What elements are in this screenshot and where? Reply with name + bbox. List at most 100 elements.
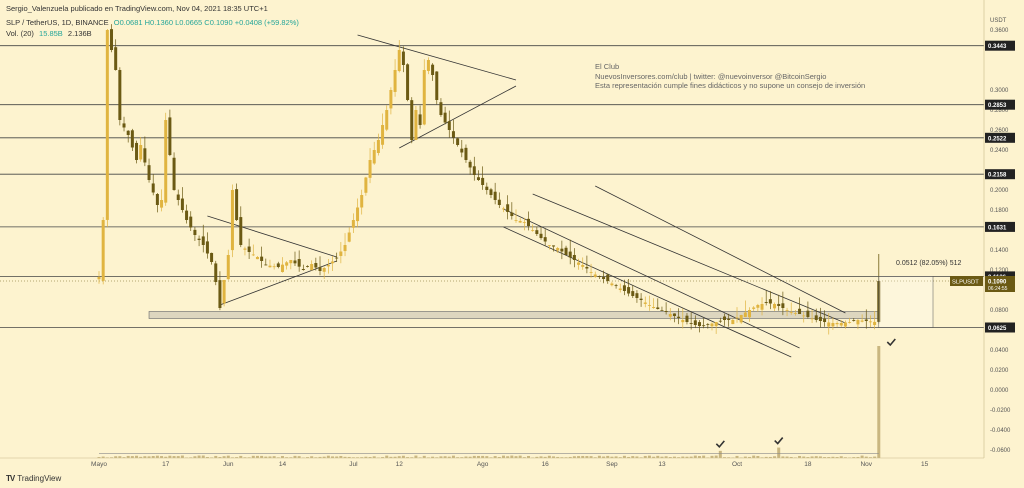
volume-label[interactable]: Vol. (20) bbox=[6, 29, 34, 38]
trendline bbox=[207, 215, 337, 258]
volume-bar bbox=[130, 456, 134, 458]
candle-body bbox=[293, 260, 297, 264]
candle-body bbox=[643, 302, 647, 304]
candle-body bbox=[122, 123, 126, 128]
level-badge-label: 0.0625 bbox=[988, 326, 1007, 332]
candle-body bbox=[735, 317, 739, 319]
volume-bar bbox=[689, 456, 693, 458]
candle-body bbox=[397, 50, 401, 72]
candle-body bbox=[618, 288, 622, 290]
volume-bar bbox=[276, 457, 280, 458]
candle-body bbox=[318, 267, 322, 271]
volume-bar bbox=[647, 455, 651, 458]
candle-body bbox=[789, 312, 793, 313]
volume-bar bbox=[614, 456, 618, 458]
currency-label: USDT bbox=[990, 18, 1007, 24]
volume-bar bbox=[331, 456, 335, 458]
symbol-name[interactable]: SLP / TetherUS, 1D, BINANCE bbox=[6, 18, 109, 27]
x-tick-label: 13 bbox=[658, 461, 666, 468]
measure-label: 0.0512 (82.05%) 512 bbox=[896, 260, 961, 267]
volume-bar bbox=[831, 456, 835, 458]
volume-bar bbox=[447, 456, 451, 458]
volume-bar bbox=[385, 455, 389, 458]
volume-bar bbox=[372, 456, 376, 458]
trendline bbox=[357, 34, 517, 81]
annotation-links: NuevosInversores.com/club | twitter: @nu… bbox=[595, 72, 827, 81]
time-axis: Mayo 17 Jun 14 Jul 12 Ago 16 Sep 13 Oct 18 Nov 15 bbox=[0, 457, 984, 468]
volume-bar bbox=[443, 456, 447, 458]
candle-body bbox=[322, 268, 326, 272]
volume-bar bbox=[543, 456, 547, 458]
y-tick-label: 0.0400 bbox=[990, 348, 1009, 354]
x-tick-label: Jul bbox=[349, 461, 358, 468]
candle-body bbox=[268, 265, 272, 268]
candle-body bbox=[660, 310, 664, 311]
candle-body bbox=[447, 121, 451, 130]
volume-bar bbox=[827, 457, 831, 458]
checkmark-icon bbox=[886, 338, 896, 347]
ohlc-values: O0.0681 H0.1360 L0.0665 C0.1090 +0.0408 … bbox=[113, 18, 299, 27]
candle-body bbox=[389, 90, 393, 109]
candle-body bbox=[197, 238, 201, 240]
candle-body bbox=[326, 265, 330, 267]
candle-body bbox=[426, 60, 430, 71]
trendline bbox=[503, 208, 800, 349]
volume-bar bbox=[581, 455, 585, 458]
tradingview-brand[interactable]: TV TradingView bbox=[6, 474, 61, 483]
candle-body bbox=[297, 259, 301, 267]
candle-body bbox=[485, 186, 489, 190]
volume-bar bbox=[476, 455, 480, 458]
volume-bar bbox=[339, 455, 343, 458]
volume-bar bbox=[735, 455, 739, 458]
candle-body bbox=[581, 265, 585, 267]
candle-body bbox=[547, 245, 551, 246]
candle-body bbox=[105, 30, 109, 220]
volume-bar bbox=[201, 455, 205, 458]
volume-bar bbox=[693, 455, 697, 458]
candle-body bbox=[385, 110, 389, 130]
candle-body bbox=[331, 261, 335, 264]
volume-bar bbox=[431, 456, 435, 458]
x-tick-label: Ago bbox=[477, 461, 489, 468]
candle-body bbox=[760, 304, 764, 310]
volume-bar bbox=[97, 457, 101, 458]
volume-bar bbox=[672, 456, 676, 458]
volume-bar bbox=[552, 456, 556, 458]
volume-bar bbox=[864, 456, 868, 458]
candle-body bbox=[577, 262, 581, 265]
volume-bar bbox=[343, 456, 347, 458]
volume-bar bbox=[235, 457, 239, 458]
y-tick-label: 0.3600 bbox=[990, 28, 1009, 34]
y-tick-label: 0.3000 bbox=[990, 88, 1009, 94]
brand-label: TradingView bbox=[17, 474, 62, 483]
candle-body bbox=[827, 322, 831, 327]
volume-bar bbox=[656, 455, 660, 458]
volume-bar bbox=[610, 456, 614, 458]
volume-ma: 2.136B bbox=[67, 29, 92, 38]
volume-bar bbox=[681, 456, 685, 458]
candle-body bbox=[356, 207, 360, 222]
measure-box bbox=[878, 276, 934, 328]
level-badge bbox=[985, 132, 1015, 143]
level-badge-label: 0.2158 bbox=[988, 173, 1007, 179]
candle-body bbox=[593, 274, 597, 277]
y-tick-label: 0.0800 bbox=[990, 308, 1009, 314]
volume-bar bbox=[214, 455, 218, 458]
volume-bar bbox=[147, 456, 151, 458]
volume-bar bbox=[351, 457, 355, 458]
x-tick-label: Mayo bbox=[91, 461, 107, 468]
candle-body bbox=[205, 241, 209, 254]
candlestick-series bbox=[97, 24, 881, 335]
candle-body bbox=[368, 160, 372, 178]
candle-body bbox=[748, 310, 752, 318]
candle-body bbox=[568, 251, 572, 258]
volume-bar bbox=[122, 457, 126, 458]
candle-body bbox=[251, 254, 255, 256]
candle-body bbox=[501, 208, 505, 210]
candle-body bbox=[656, 307, 660, 309]
volume-bar bbox=[852, 457, 856, 458]
volume-bar bbox=[218, 456, 222, 458]
candle-body bbox=[214, 263, 218, 282]
volume-bar bbox=[743, 456, 747, 458]
